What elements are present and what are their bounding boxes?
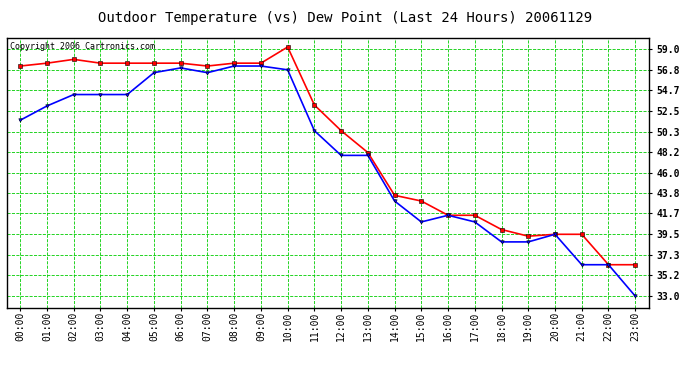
Text: Outdoor Temperature (vs) Dew Point (Last 24 Hours) 20061129: Outdoor Temperature (vs) Dew Point (Last… bbox=[98, 11, 592, 25]
Text: Copyright 2006 Cartronics.com: Copyright 2006 Cartronics.com bbox=[10, 42, 155, 51]
